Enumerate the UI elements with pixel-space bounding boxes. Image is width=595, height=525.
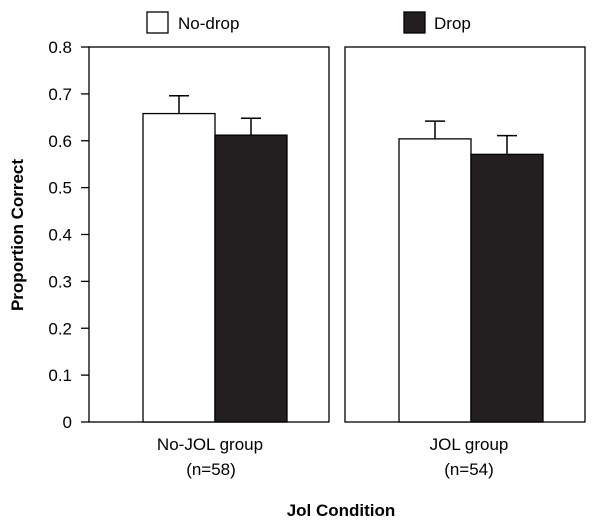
bar-jol-drop: [470, 153, 544, 423]
y-tick-label: 0.8: [48, 38, 72, 57]
x-axis-title: Jol Condition: [287, 501, 396, 520]
y-tick-label: 0.5: [48, 179, 72, 198]
bar-no-jol-no-drop: [142, 112, 216, 423]
bars: [142, 95, 544, 423]
bar-jol-no-drop: [398, 138, 472, 423]
y-tick-label: 0.6: [48, 132, 72, 151]
legend-label-drop: Drop: [434, 14, 471, 33]
category-count-no-jol: (n=58): [186, 460, 236, 479]
category-count-jol: (n=54): [444, 460, 494, 479]
y-tick-label: 0.1: [48, 366, 72, 385]
bar-no-jol-drop: [214, 134, 288, 423]
y-tick-label: 0.7: [48, 85, 72, 104]
legend-swatch-drop: [403, 11, 426, 34]
y-tick-label: 0.2: [48, 319, 72, 338]
y-axis-title: Proportion Correct: [8, 159, 27, 311]
category-label-jol: JOL group: [430, 435, 509, 454]
legend-swatch-no-drop: [146, 11, 169, 34]
legend-label-no-drop: No-drop: [178, 14, 239, 33]
x-axis-categories: No-JOL group (n=58) JOL group (n=54): [157, 435, 508, 479]
legend: No-drop Drop: [146, 11, 471, 34]
y-tick-label: 0.4: [48, 226, 72, 245]
y-axis: 0 0.1 0.2 0.3 0.4 0.5 0.6 0.7 0.8: [48, 38, 89, 432]
y-tick-label: 0: [63, 413, 72, 432]
category-label-no-jol: No-JOL group: [157, 435, 263, 454]
y-tick-label: 0.3: [48, 272, 72, 291]
